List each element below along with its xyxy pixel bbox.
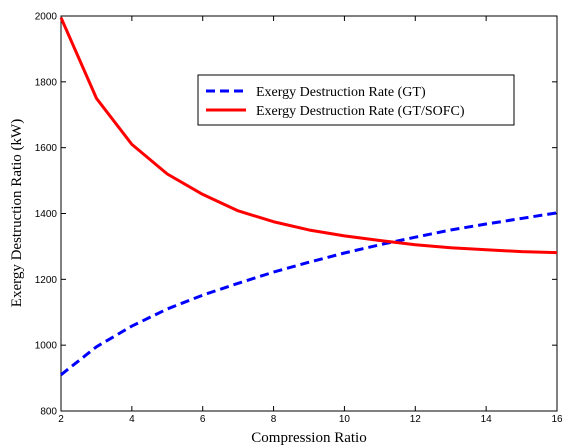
x-tick-label: 8	[271, 414, 277, 425]
y-tick-label: 800	[40, 407, 57, 418]
y-tick-label: 2000	[35, 12, 58, 23]
x-axis-title: Compression Ratio	[251, 430, 366, 445]
legend-label: Exergy Destruction Rate (GT)	[256, 85, 426, 100]
x-tick-label: 16	[551, 414, 562, 425]
y-tick-label: 1600	[35, 143, 58, 154]
x-tick-label: 4	[129, 414, 135, 425]
x-tick-label: 2	[58, 414, 64, 425]
y-tick-label: 1200	[35, 275, 58, 286]
x-tick-label: 6	[200, 414, 206, 425]
x-tick-label: 10	[339, 414, 351, 425]
x-tick-label: 12	[410, 414, 422, 425]
x-tick-label: 14	[481, 414, 493, 425]
series-line-gt	[60, 211, 558, 376]
series-layer	[59, 17, 558, 376]
legend: Exergy Destruction Rate (GT) Exergy Destr…	[197, 74, 515, 126]
y-tick-label: 1000	[35, 341, 58, 352]
y-tick-label: 1800	[35, 77, 58, 88]
y-axis-title: Exergy Destruction Ratio (kW)	[9, 119, 25, 307]
legend-box	[197, 74, 515, 126]
axis-ticks: 2 4 6 8 10 12 14 16 800 1000 1200 1400 1600 1800 2000	[35, 12, 562, 426]
y-tick-label: 1400	[35, 209, 58, 220]
series-line-gt-sofc	[59, 17, 558, 255]
legend-label: Exergy Destruction Rate (GT/SOFC)	[256, 104, 465, 119]
